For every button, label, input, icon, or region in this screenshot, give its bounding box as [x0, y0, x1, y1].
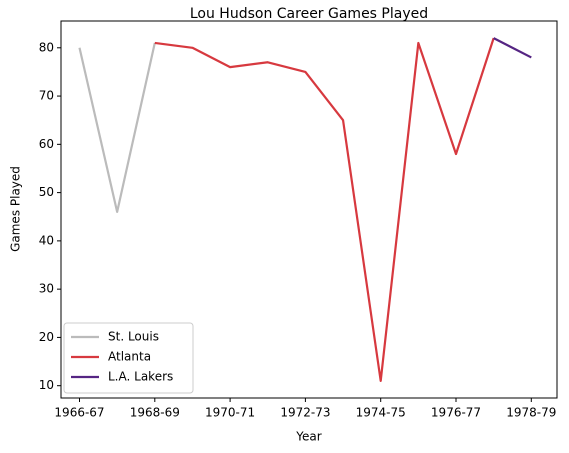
y-axis-title: Games Played	[9, 166, 23, 252]
series-line-1	[154, 37, 495, 382]
legend: St. Louis Atlanta L.A. Lakers	[63, 322, 194, 394]
x-tick-label: 1970-71	[205, 406, 255, 420]
x-tick-label: 1966-67	[54, 406, 104, 420]
x-axis-ticks: 1966-67 1968-69 1970-71 1972-73 1974-75 1976-…	[54, 398, 556, 420]
y-tick-label: 60	[39, 137, 54, 151]
x-tick-label: 1968-69	[130, 406, 180, 420]
y-axis-ticks: 10 20 30 40 50 60 70 80	[39, 40, 61, 392]
chart-title: Lou Hudson Career Games Played	[190, 6, 428, 22]
y-tick-label: 50	[39, 185, 54, 199]
legend-label: L.A. Lakers	[108, 370, 173, 384]
series-line-0	[78, 42, 156, 214]
x-tick-label: 1978-79	[506, 406, 556, 420]
series-layer	[78, 37, 532, 382]
y-tick-label: 10	[39, 378, 54, 392]
y-tick-label: 80	[39, 40, 54, 54]
y-tick-label: 30	[39, 282, 54, 296]
x-tick-label: 1972-73	[280, 406, 330, 420]
x-tick-label: 1976-77	[431, 406, 481, 420]
x-axis-title: Year	[295, 430, 321, 444]
legend-frame	[63, 322, 194, 394]
series-line-2	[493, 37, 532, 59]
y-tick-label: 70	[39, 89, 54, 103]
y-tick-label: 20	[39, 330, 54, 344]
y-tick-label: 40	[39, 233, 54, 247]
x-tick-label: 1974-75	[356, 406, 406, 420]
legend-label: St. Louis	[108, 330, 159, 344]
legend-label: Atlanta	[108, 350, 151, 364]
